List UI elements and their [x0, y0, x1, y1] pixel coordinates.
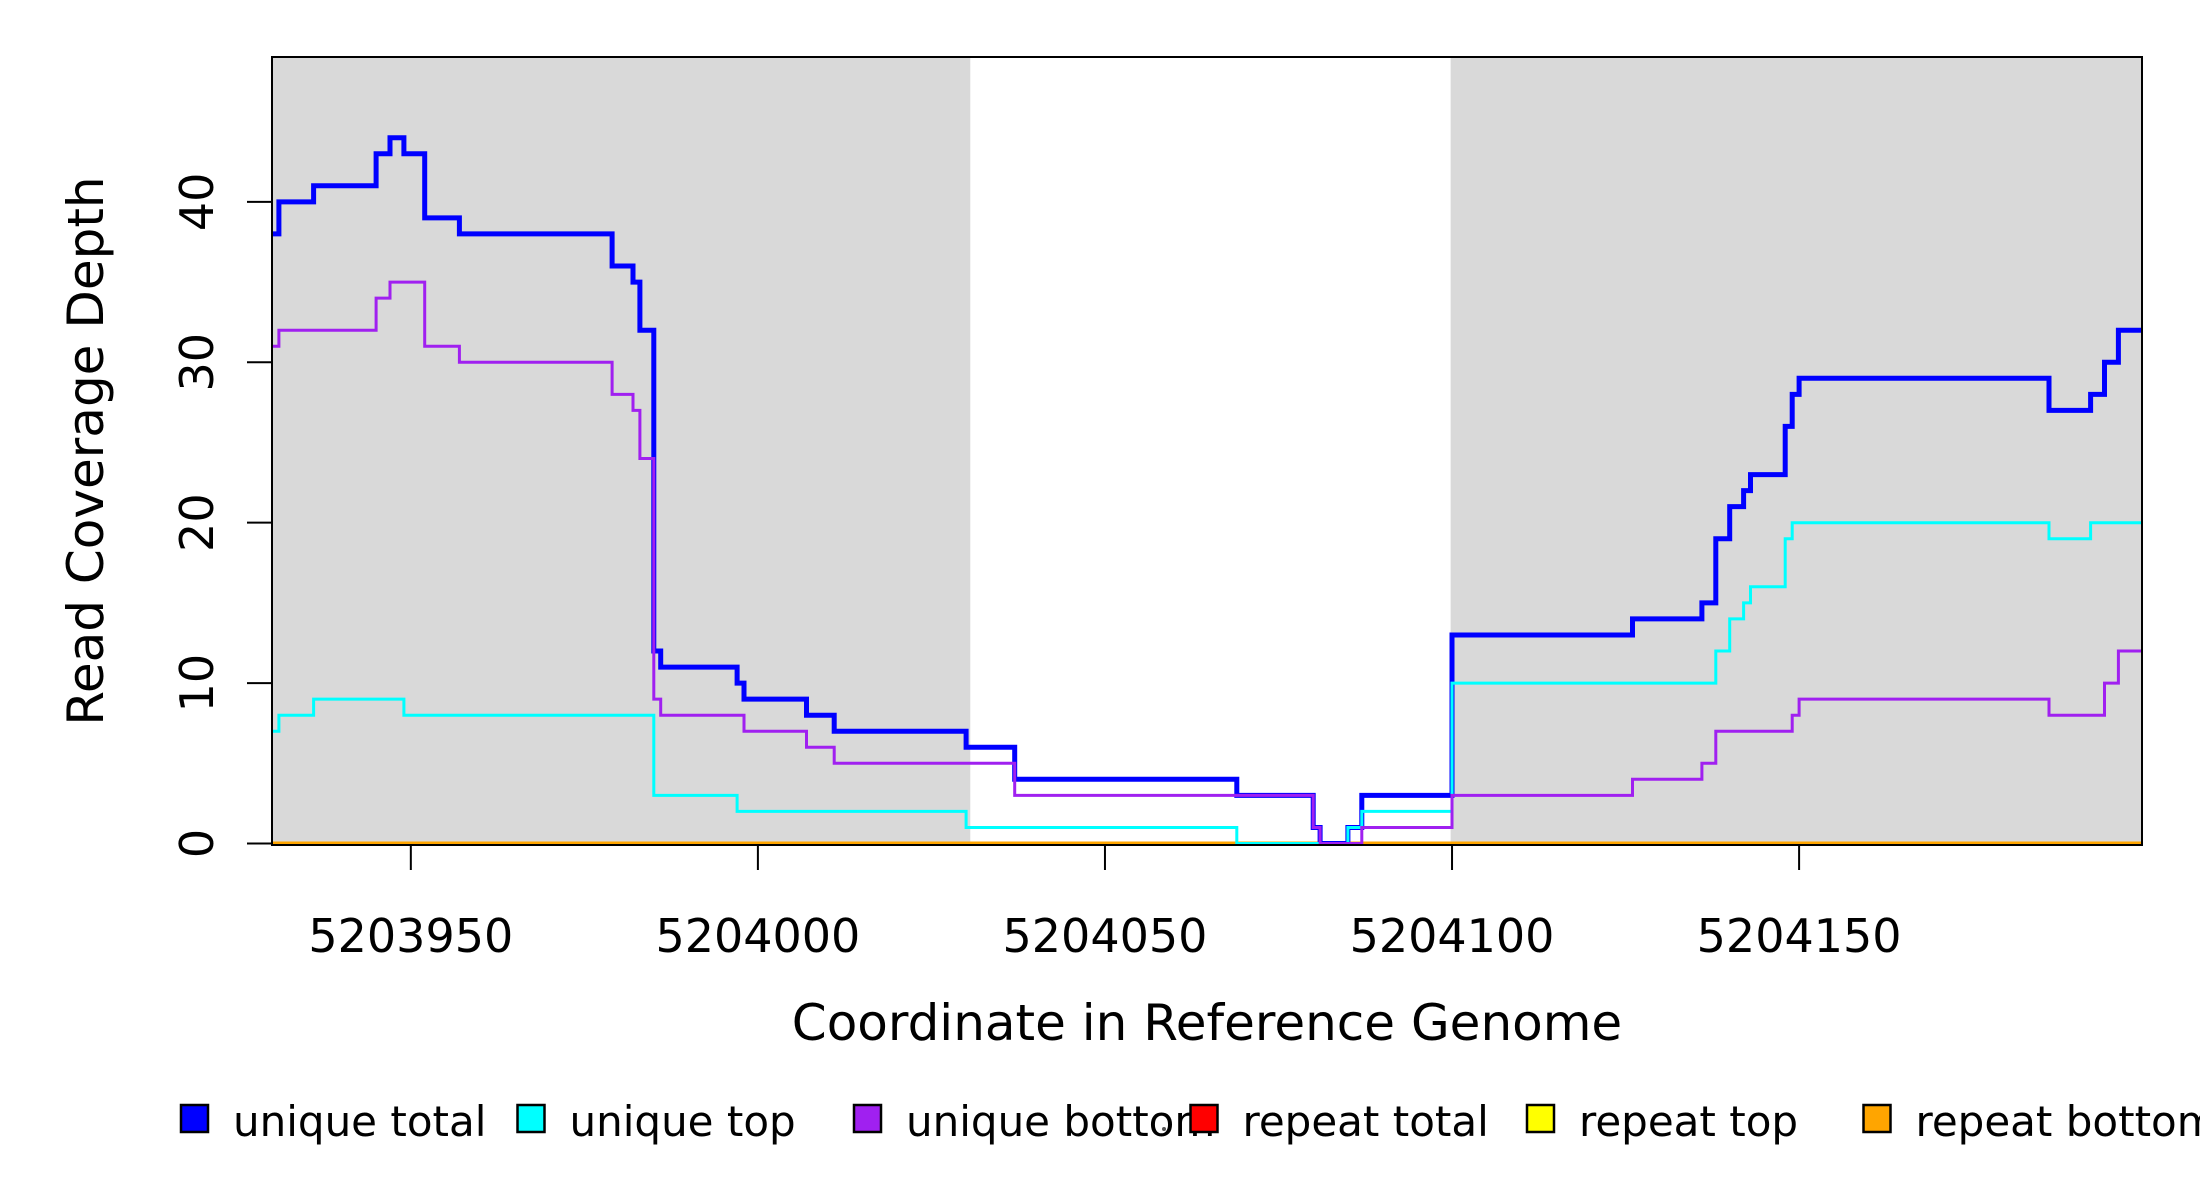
y-axis-ticks: 0 10 20 30 40: [170, 173, 272, 858]
shaded-region-left: [272, 57, 971, 845]
legend-label: unique bottom: [906, 1097, 1215, 1146]
legend-item-repeat-bottom: repeat bottom: [1862, 1097, 2200, 1146]
series-unique-bottom: [272, 280, 2142, 845]
x-tick-label: 5204150: [1697, 909, 1902, 963]
legend: unique total unique top unique bottom repea…: [179, 1097, 2200, 1146]
legend-item-unique-total: unique total: [179, 1097, 486, 1146]
y-axis-title: Read Coverage Depth: [57, 176, 115, 725]
series-lines: [272, 135, 2142, 846]
color-swatch: [852, 1103, 883, 1134]
color-swatch: [1525, 1103, 1556, 1134]
x-tick-label: 5204050: [1003, 909, 1208, 963]
series-unique-top: [272, 521, 2142, 845]
legend-label: unique top: [570, 1097, 796, 1146]
shaded-region-right: [1450, 57, 2142, 845]
y-tick-label: 10: [170, 654, 224, 713]
x-tick-label: 5204000: [655, 909, 860, 963]
color-swatch: [1189, 1103, 1219, 1134]
legend-label: repeat total: [1243, 1097, 1489, 1146]
series-unique-total: [272, 135, 2142, 846]
legend-item-repeat-total: repeat total: [1189, 1097, 1489, 1146]
x-tick-label: 5203950: [308, 909, 513, 963]
legend-label: unique total: [233, 1097, 486, 1146]
legend-item-unique-top: unique top: [516, 1097, 796, 1146]
shaded-regions: [272, 57, 2142, 845]
x-axis-ticks: 5203950 5204000 5204050 5204100 5204150: [308, 845, 1902, 963]
y-tick-label: 0: [170, 829, 224, 858]
plot-border: [271, 56, 2143, 846]
x-tick-label: 5204100: [1350, 909, 1555, 963]
y-tick-label: 30: [170, 333, 224, 392]
y-tick-label: 40: [170, 173, 224, 232]
y-tick-label: 20: [170, 493, 224, 552]
legend-item-repeat-top: repeat top: [1525, 1097, 1798, 1146]
color-swatch: [179, 1103, 210, 1134]
legend-label: repeat bottom: [1916, 1097, 2200, 1146]
color-swatch: [516, 1103, 546, 1134]
x-axis-title: Coordinate in Reference Genome: [792, 994, 1622, 1052]
stray-dot: [1162, 1127, 1166, 1131]
legend-label: repeat top: [1579, 1097, 1798, 1146]
legend-item-unique-bottom: unique bottom: [852, 1097, 1215, 1146]
color-swatch: [1862, 1103, 1892, 1134]
